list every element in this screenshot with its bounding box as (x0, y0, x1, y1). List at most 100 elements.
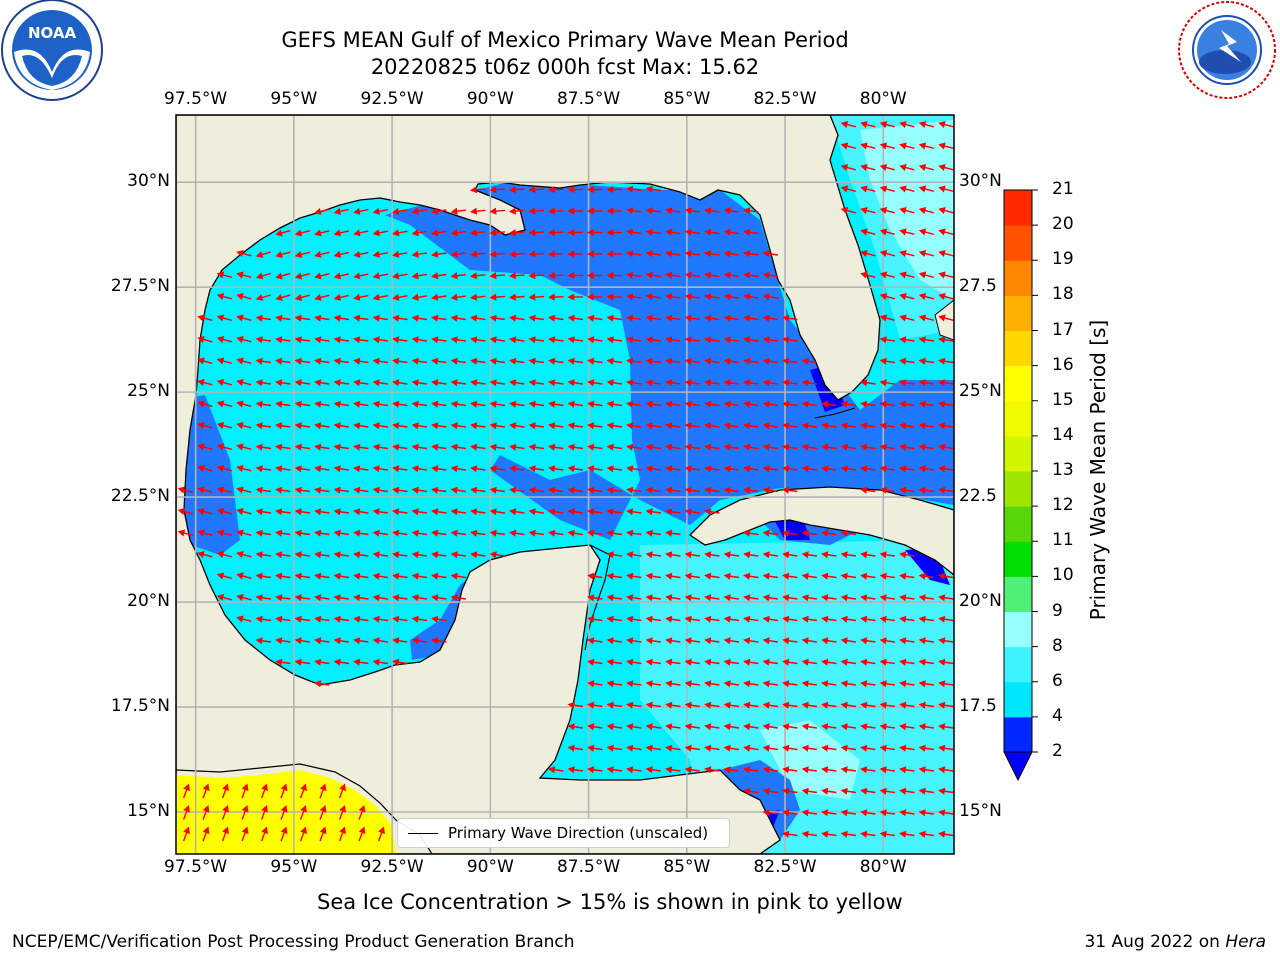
wave-arrow-head (704, 422, 712, 430)
wave-arrow-head (918, 572, 926, 580)
wave-arrow-head (275, 551, 283, 559)
wave-arrow-head (879, 744, 887, 752)
wave-arrow-head (587, 529, 595, 537)
wave-arrow-head (489, 229, 497, 237)
wave-arrow-head (918, 164, 927, 172)
wave-arrow-head (450, 272, 458, 280)
lat-tick-right: 15°N (959, 801, 1002, 821)
wave-arrow-head (840, 121, 849, 129)
wave-arrow-head (411, 572, 419, 580)
lon-tick-top: 87.5°W (556, 89, 621, 109)
wave-arrow-head (567, 400, 575, 408)
plot-frame (175, 114, 955, 855)
wave-arrow-head (314, 250, 322, 258)
wave-arrow-head (353, 422, 361, 430)
wave-arrow-head (899, 422, 907, 430)
wave-arrow-head (879, 142, 888, 150)
wave-arrow-head (938, 185, 946, 193)
wave-arrow-head (918, 121, 927, 129)
wave-arrow-head (665, 744, 673, 752)
wave-arrow-head (840, 744, 848, 752)
wave-arrow-head (489, 400, 497, 408)
wave-arrow-head (528, 400, 536, 408)
wave-arrow-head (645, 486, 653, 494)
wave-arrow-head (899, 830, 907, 838)
wave-arrow-head (938, 701, 946, 709)
wave-arrow-head (665, 766, 673, 774)
wave-arrow-head (840, 809, 848, 817)
wave-arrow-head (762, 293, 770, 301)
wave-arrow-head (314, 357, 322, 365)
wave-arrow-head (275, 443, 283, 451)
wave-arrow-head (762, 723, 770, 731)
wave-arrow-head (879, 572, 887, 580)
wave-arrow-head (606, 379, 614, 387)
wave-arrow-head (333, 250, 342, 258)
wave-arrow-head (314, 422, 322, 430)
wave-arrow-head (743, 228, 751, 236)
colorbar-tick-label: 19 (1052, 249, 1074, 270)
wave-arrow-head (743, 529, 751, 537)
wave-arrow-head (197, 357, 205, 365)
wave-arrow-head (743, 701, 751, 709)
wave-arrow-head (782, 766, 790, 774)
wave-arrow-head (938, 443, 946, 451)
wave-arrow-head (177, 508, 186, 516)
wave-arrow-head (762, 809, 770, 817)
lat-tick-left: 27.5°N (110, 276, 170, 297)
wave-arrow-head (372, 551, 380, 559)
wave-arrow-head (938, 357, 946, 365)
wave-arrow-head (879, 594, 887, 602)
wave-arrow-head (450, 336, 458, 344)
wave-arrow-head (723, 228, 731, 236)
wave-arrow-head (821, 594, 829, 602)
colorbar-tick-label: 4 (1052, 705, 1063, 726)
wave-arrow-head (665, 422, 673, 430)
wave-arrow-head (339, 783, 346, 792)
wave-arrow-head (548, 336, 556, 344)
wave-arrow-head (782, 465, 790, 473)
colorbar (1003, 189, 1038, 782)
wave-arrow-head (840, 766, 848, 774)
wave-arrow-head (372, 379, 380, 387)
wave-arrow-head (548, 293, 555, 301)
wave-arrow-head (918, 228, 927, 236)
wave-arrow-head (626, 422, 634, 430)
wave-arrow-head (743, 766, 751, 774)
chart-subtitle: 20220825 t06z 000h fcst Max: 15.62 (370, 55, 760, 79)
wave-arrow-head (723, 314, 731, 322)
wave-arrow-head (860, 637, 868, 645)
wave-arrow-head (879, 486, 887, 494)
wave-arrow-head (918, 744, 926, 752)
wave-arrow-head (899, 615, 907, 623)
wave-arrow-head (567, 766, 575, 774)
wave-arrow-head (431, 422, 439, 430)
wave-arrow-head (743, 443, 751, 451)
wave-arrow-head (801, 809, 809, 817)
colorbar-segment (1004, 225, 1032, 261)
wave-arrow-head (645, 529, 653, 537)
wave-arrow-head (645, 293, 653, 301)
wave-arrow-head (938, 465, 946, 473)
wave-arrow-head (294, 336, 302, 344)
wave-arrow-head (860, 379, 868, 387)
wave-arrow-head (431, 207, 439, 215)
wave-arrow-head (255, 379, 263, 387)
wave-arrow-head (216, 486, 225, 494)
wave-arrow-head (899, 723, 907, 731)
wave-arrow-head (567, 186, 575, 194)
wave-arrow-head (860, 271, 868, 279)
wave-arrow-head (860, 207, 868, 215)
wave-arrow-head (216, 465, 225, 473)
wave-arrow-head (782, 787, 790, 795)
wave-arrow-head (918, 207, 927, 215)
wave-arrow-head (216, 271, 225, 279)
wave-arrow-head (606, 486, 614, 494)
wave-arrow-head (684, 486, 692, 494)
wave-arrow-head (392, 486, 400, 494)
wave-arrow-head (509, 293, 516, 301)
wave-arrow-head (860, 465, 868, 473)
wave-arrow-head (782, 529, 790, 537)
colorbar-segment (1004, 646, 1032, 683)
wave-arrow-head (801, 680, 809, 688)
